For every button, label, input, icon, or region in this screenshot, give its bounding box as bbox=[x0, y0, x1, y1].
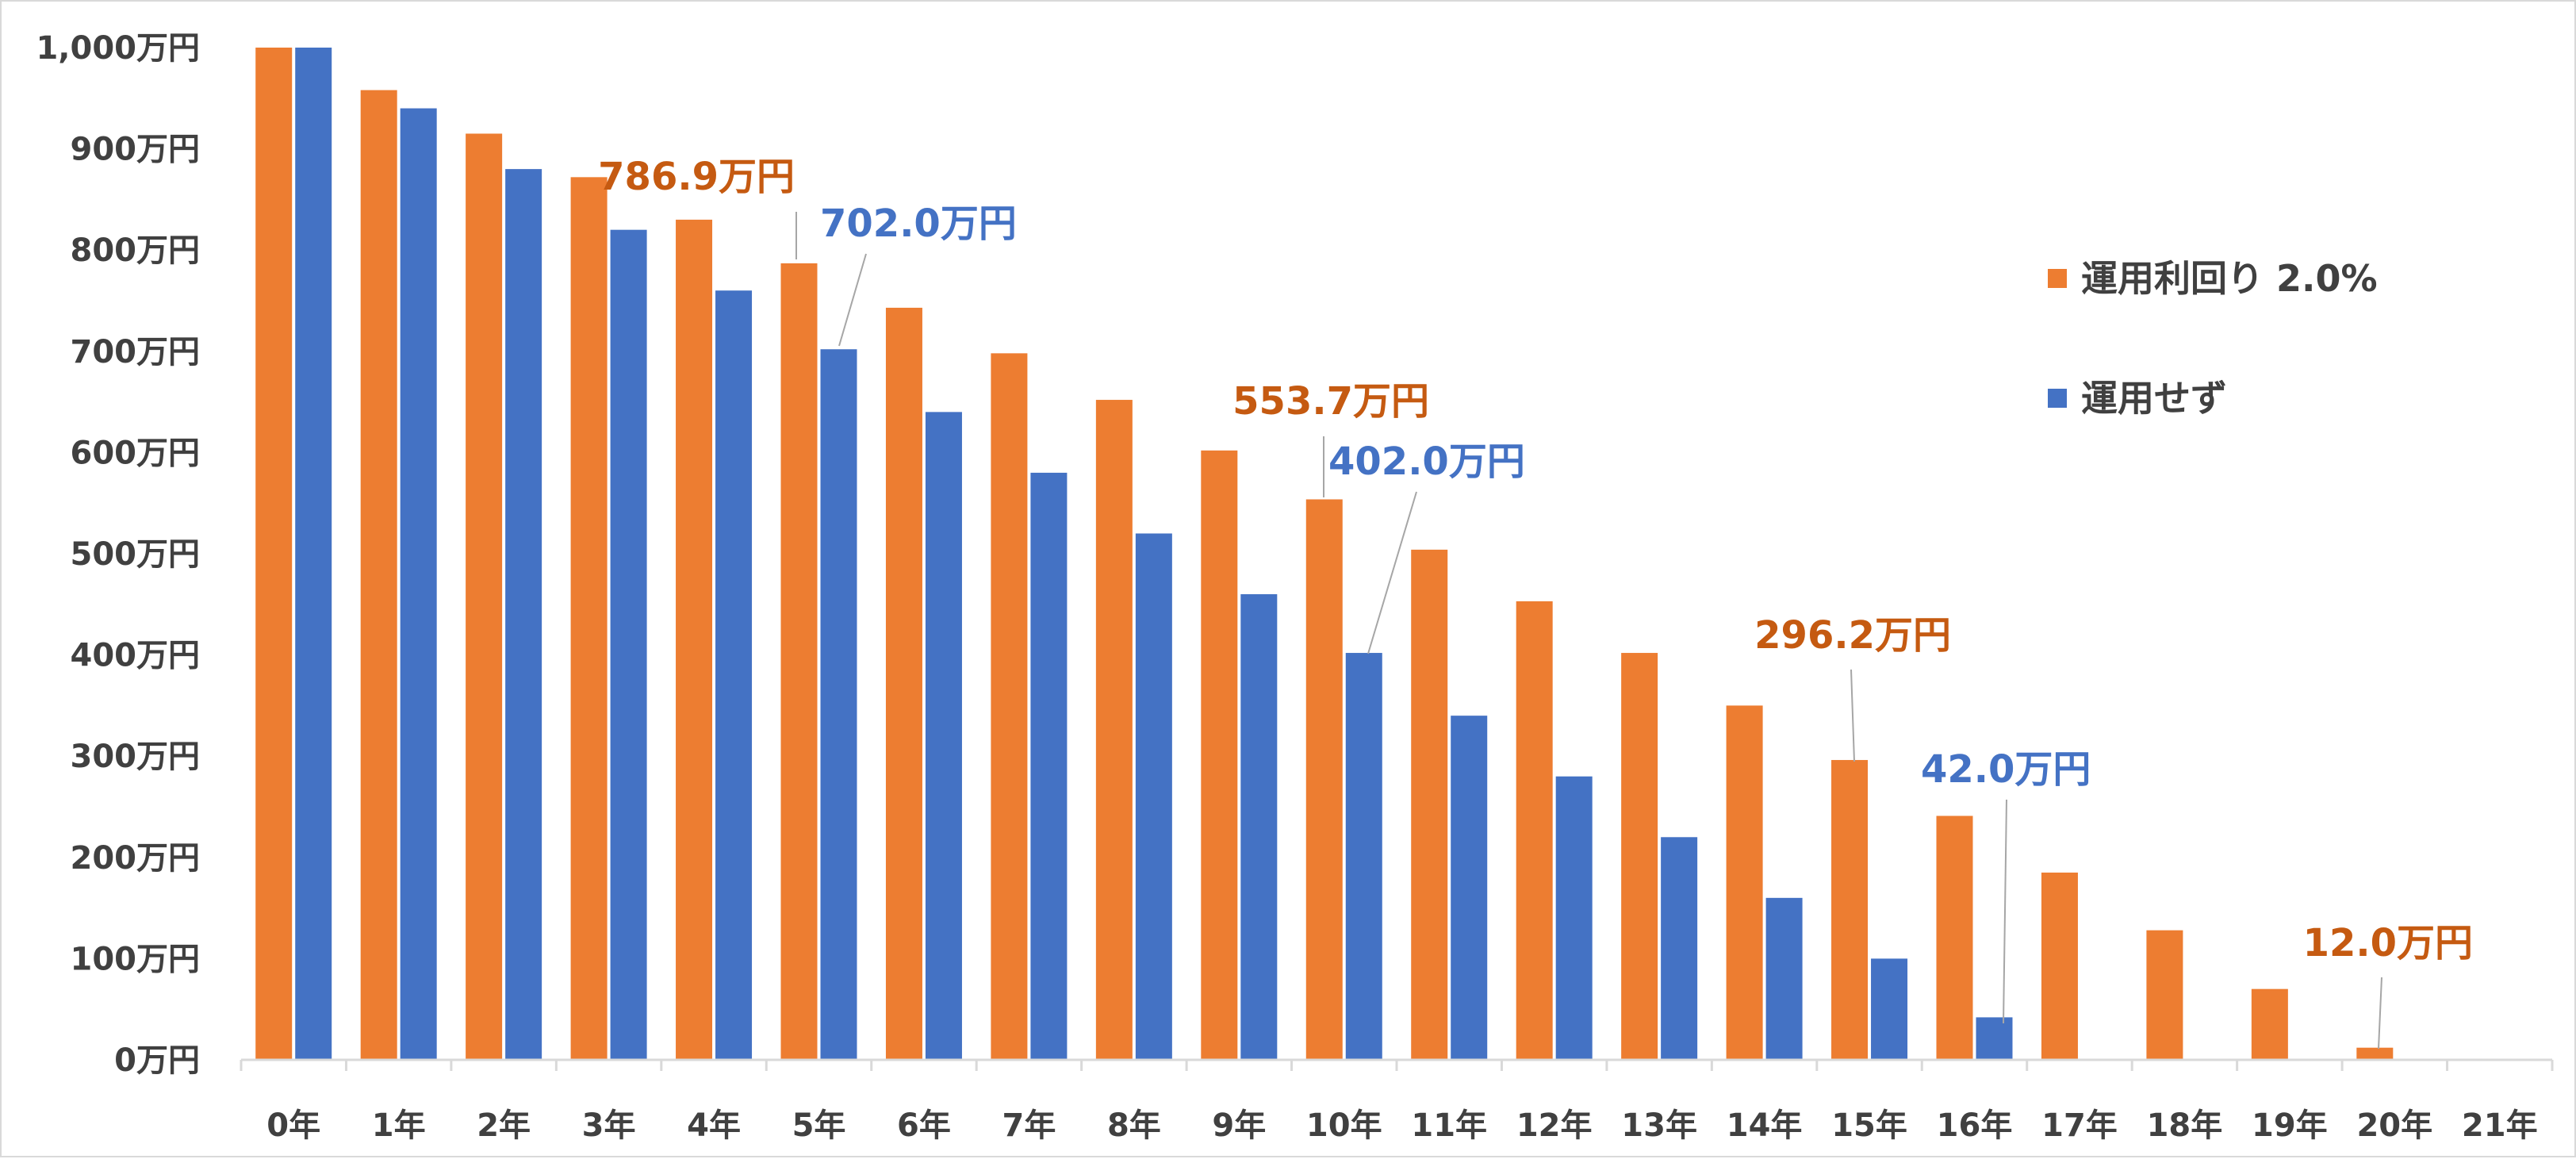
bar-orange-9 bbox=[1201, 450, 1238, 1060]
y-tick-label: 400万円 bbox=[71, 638, 201, 674]
bar-orange-17 bbox=[2041, 872, 2078, 1060]
bar-blue-1 bbox=[400, 108, 437, 1060]
bar-orange-10 bbox=[1305, 499, 1343, 1060]
x-tick-label: 20年 bbox=[2356, 1107, 2432, 1144]
annotations-layer: 786.9万円 702.0万円 553.7万円 402.0万円 296.2万円 42.0万… bbox=[598, 155, 2473, 1050]
bar-blue-16 bbox=[1976, 1017, 2013, 1060]
bars-layer bbox=[255, 48, 2394, 1061]
leader-line-6 bbox=[2378, 977, 2382, 1050]
data-label: 553.7万円 bbox=[1232, 379, 1429, 424]
x-tick-label: 8年 bbox=[1107, 1107, 1161, 1144]
legend: 運用利回り 2.0% 運用せず bbox=[2048, 257, 2378, 420]
y-tick-label: 1,000万円 bbox=[36, 30, 200, 67]
bar-blue-15 bbox=[1871, 958, 1908, 1060]
data-label: 12.0万円 bbox=[2303, 921, 2473, 965]
data-label: 702.0万円 bbox=[820, 201, 1017, 246]
x-tick-label: 3年 bbox=[582, 1107, 636, 1144]
bar-orange-15 bbox=[1831, 760, 1869, 1060]
bar-blue-14 bbox=[1765, 897, 1803, 1060]
leader-line-5 bbox=[2003, 799, 2007, 1024]
y-tick-label: 200万円 bbox=[71, 840, 201, 877]
x-tick-label: 19年 bbox=[2252, 1107, 2328, 1144]
bar-blue-13 bbox=[1661, 837, 1698, 1060]
x-tick-label: 15年 bbox=[1831, 1107, 1907, 1144]
bar-blue-5 bbox=[820, 349, 857, 1060]
leader-line-1 bbox=[838, 253, 867, 347]
bar-orange-19 bbox=[2251, 988, 2288, 1060]
bar-orange-16 bbox=[1936, 816, 1973, 1060]
bar-orange-5 bbox=[780, 263, 818, 1060]
x-tick-label: 17年 bbox=[2041, 1107, 2118, 1144]
y-tick-label: 700万円 bbox=[71, 334, 201, 370]
x-tick-label: 6年 bbox=[897, 1107, 951, 1144]
bar-orange-20 bbox=[2356, 1047, 2394, 1060]
x-tick-label: 16年 bbox=[1937, 1107, 2013, 1144]
y-tick-label: 300万円 bbox=[71, 739, 201, 775]
x-tick-label: 0年 bbox=[266, 1107, 320, 1144]
x-tick-label: 4年 bbox=[687, 1107, 741, 1144]
bar-orange-0 bbox=[255, 48, 293, 1060]
bar-orange-7 bbox=[991, 353, 1028, 1060]
bar-orange-3 bbox=[570, 177, 608, 1060]
legend-label: 運用せず bbox=[2081, 377, 2227, 420]
y-tick-label: 900万円 bbox=[71, 132, 201, 168]
x-tick-label: 21年 bbox=[2462, 1107, 2538, 1144]
leader-line-3 bbox=[1367, 491, 1417, 654]
axis-layer: 0年 1年 2年 3年 4年 5年 6年 7年 8年 9年 10年 11年 12年 13年 14年 15年 16… bbox=[36, 30, 2554, 1144]
x-tick-label: 12年 bbox=[1516, 1107, 1593, 1144]
bar-blue-6 bbox=[925, 412, 962, 1060]
bar-blue-2 bbox=[505, 169, 542, 1060]
bar-orange-14 bbox=[1726, 705, 1763, 1060]
x-tick-label: 7年 bbox=[1002, 1107, 1056, 1144]
data-label: 786.9万円 bbox=[598, 155, 795, 199]
bar-orange-12 bbox=[1516, 601, 1553, 1060]
leader-line-4 bbox=[1850, 669, 1855, 762]
bar-blue-9 bbox=[1240, 594, 1278, 1060]
y-tick-label: 100万円 bbox=[71, 941, 201, 977]
data-label: 42.0万円 bbox=[1921, 747, 2091, 792]
data-label: 402.0万円 bbox=[1328, 439, 1525, 484]
bar-orange-11 bbox=[1411, 549, 1448, 1060]
x-tick-label: 2年 bbox=[477, 1107, 531, 1144]
x-tick-label: 13年 bbox=[1621, 1107, 1697, 1144]
y-tick-label: 600万円 bbox=[71, 435, 201, 471]
legend-swatch-1 bbox=[2048, 389, 2067, 408]
bar-blue-3 bbox=[610, 229, 647, 1061]
y-tick-label: 500万円 bbox=[71, 536, 201, 573]
bar-blue-8 bbox=[1135, 533, 1172, 1060]
x-tick-label: 10年 bbox=[1306, 1107, 1382, 1144]
bar-blue-12 bbox=[1555, 776, 1593, 1060]
bar-orange-13 bbox=[1621, 653, 1658, 1060]
bar-orange-8 bbox=[1095, 400, 1133, 1061]
bar-blue-10 bbox=[1345, 653, 1382, 1060]
bar-orange-1 bbox=[360, 90, 397, 1060]
x-tick-label: 9年 bbox=[1212, 1107, 1266, 1144]
x-tick-label: 18年 bbox=[2147, 1107, 2223, 1144]
bar-blue-4 bbox=[715, 290, 753, 1060]
legend-label: 運用利回り 2.0% bbox=[2081, 257, 2378, 300]
bar-blue-0 bbox=[295, 48, 332, 1060]
x-tick-label: 14年 bbox=[1727, 1107, 1803, 1144]
bar-blue-11 bbox=[1451, 716, 1488, 1060]
x-tick-label: 1年 bbox=[372, 1107, 426, 1144]
bar-orange-6 bbox=[885, 307, 922, 1060]
y-tick-label: 0万円 bbox=[114, 1042, 200, 1079]
legend-swatch-0 bbox=[2048, 269, 2067, 288]
data-label: 296.2万円 bbox=[1754, 613, 1951, 658]
x-tick-label: 11年 bbox=[1411, 1107, 1487, 1144]
bar-orange-18 bbox=[2146, 930, 2183, 1060]
x-tick-label: 5年 bbox=[792, 1107, 846, 1144]
bar-orange-4 bbox=[676, 219, 713, 1060]
bar-blue-7 bbox=[1030, 472, 1068, 1060]
bar-orange-2 bbox=[466, 133, 503, 1061]
y-tick-label: 800万円 bbox=[71, 232, 201, 269]
